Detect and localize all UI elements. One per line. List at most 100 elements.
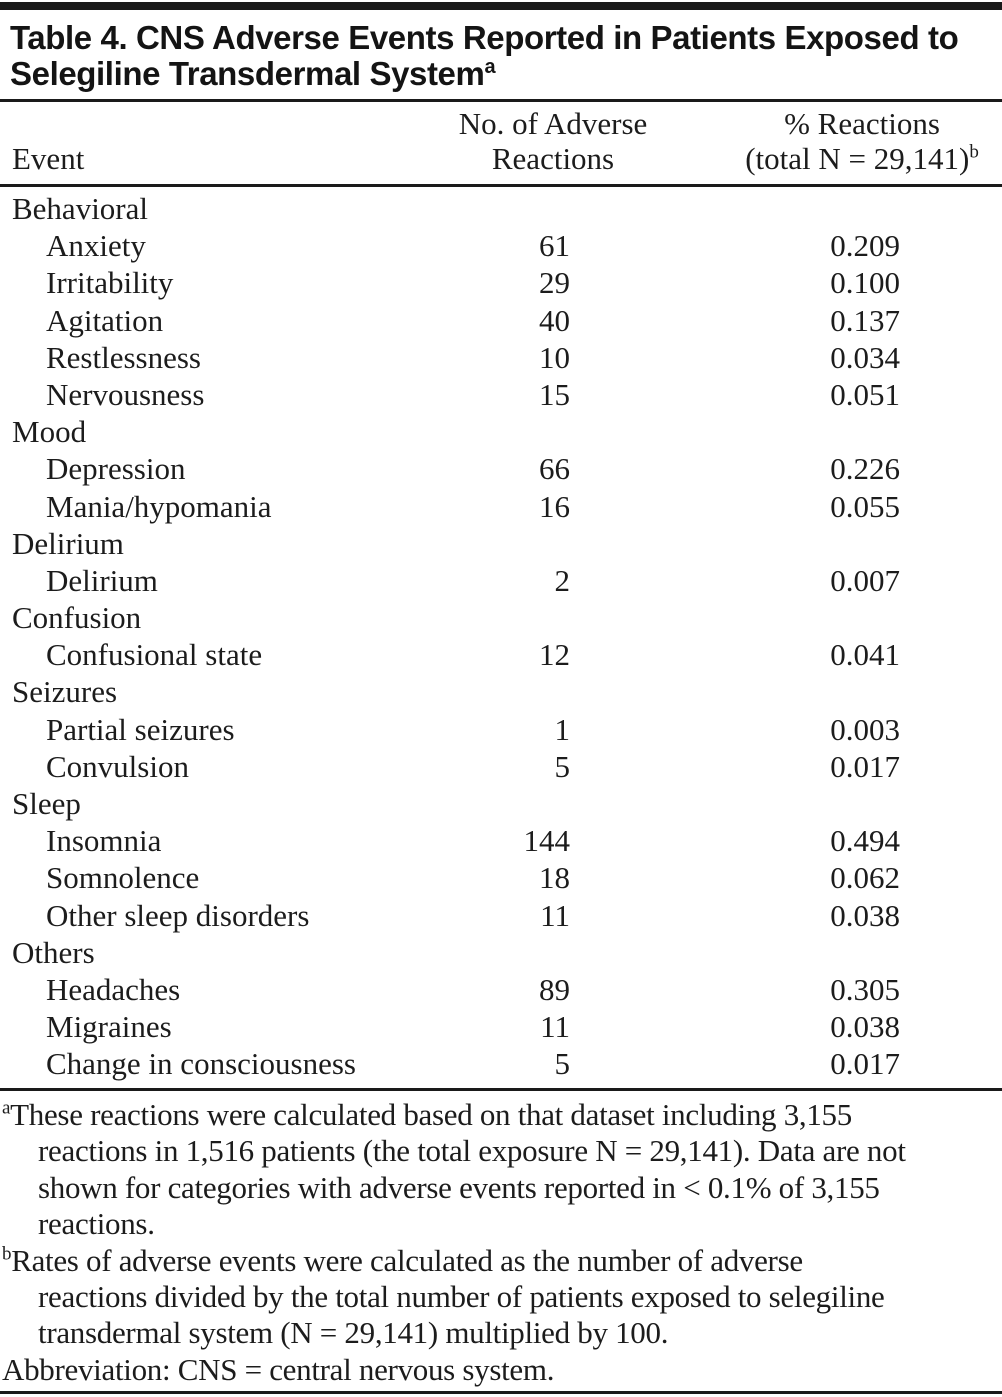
- footnote-marker: a: [2, 1097, 11, 1119]
- percent-cell: 0.038: [830, 897, 900, 933]
- footnote-ref-b: b: [969, 141, 979, 163]
- footnote-line: reactions.: [38, 1206, 155, 1242]
- category-label: Confusion: [12, 600, 142, 636]
- table-row: Anxiety 61 0.209: [0, 227, 1002, 264]
- count-cell: 2: [554, 562, 571, 598]
- count-cell: 40: [539, 302, 570, 338]
- table-row: Convulsion 5 0.017: [0, 748, 1002, 785]
- percent-cell: 0.494: [830, 823, 900, 859]
- column-header-num-line1: No. of Adverse: [458, 106, 648, 141]
- percent-cell: 0.051: [830, 376, 900, 412]
- category-row: Sleep: [0, 785, 1002, 822]
- table-row: Somnolence 18 0.062: [0, 859, 1002, 896]
- event-cell: Partial seizures: [46, 711, 235, 747]
- table-row: Confusional state 12 0.041: [0, 636, 1002, 673]
- table-row: Partial seizures 1 0.003: [0, 711, 1002, 748]
- category-label: Others: [12, 934, 95, 970]
- event-cell: Change in consciousness: [46, 1046, 356, 1082]
- event-cell: Confusional state: [46, 637, 263, 673]
- count-cell: 89: [539, 971, 570, 1007]
- event-cell: Anxiety: [46, 228, 146, 264]
- event-cell: Restlessness: [46, 339, 201, 375]
- column-header-pct-line1: % Reactions: [784, 106, 940, 141]
- percent-cell: 0.017: [830, 748, 900, 784]
- event-cell: Migraines: [46, 1009, 172, 1045]
- top-thick-rule: [0, 2, 1002, 10]
- table-title-line2: Selegiline Transdermal System: [10, 55, 485, 92]
- table-title: Table 4. CNS Adverse Events Reported in …: [10, 20, 998, 92]
- title-separator-rule: [0, 99, 1002, 102]
- table-row: Migraines 11 0.038: [0, 1008, 1002, 1045]
- table-row: Nervousness 15 0.051: [0, 376, 1002, 413]
- percent-cell: 0.055: [830, 488, 900, 524]
- percent-cell: 0.017: [830, 1046, 900, 1082]
- category-label: Seizures: [12, 674, 118, 710]
- footnote-line: shown for categories with adverse events…: [38, 1169, 880, 1205]
- category-label: Behavioral: [12, 191, 149, 226]
- percent-cell: 0.003: [830, 711, 900, 747]
- event-cell: Irritability: [46, 265, 174, 301]
- event-cell: Depression: [46, 451, 186, 487]
- table-header-row: Event No. of Adverse Reactions % Reactio…: [0, 106, 1002, 184]
- footnote-ref-a: a: [484, 56, 496, 78]
- count-cell: 144: [523, 823, 571, 859]
- percent-cell: 0.100: [830, 265, 900, 301]
- category-row: Mood: [0, 413, 1002, 450]
- category-row: Behavioral: [0, 190, 1002, 227]
- count-cell: 12: [539, 637, 570, 673]
- event-cell: Nervousness: [46, 376, 205, 412]
- percent-cell: 0.305: [830, 971, 900, 1007]
- category-label: Mood: [12, 414, 87, 450]
- percent-cell: 0.226: [830, 451, 900, 487]
- footnote-line: Abbreviation: CNS = central nervous syst…: [2, 1351, 555, 1387]
- percent-cell: 0.209: [830, 228, 900, 264]
- percent-cell: 0.062: [830, 860, 900, 896]
- count-cell: 11: [540, 1009, 570, 1045]
- event-cell: Headaches: [46, 971, 181, 1007]
- header-separator-rule: [0, 184, 1002, 187]
- percent-cell: 0.007: [830, 562, 900, 598]
- count-cell: 18: [539, 860, 570, 896]
- count-cell: 5: [554, 1046, 571, 1082]
- event-cell: Convulsion: [46, 748, 189, 784]
- event-cell: Insomnia: [46, 823, 162, 859]
- column-header-event: Event: [12, 141, 85, 176]
- count-cell: 10: [539, 339, 570, 375]
- table-title-line1: Table 4. CNS Adverse Events Reported in …: [10, 19, 959, 56]
- category-row: Confusion: [0, 599, 1002, 636]
- count-cell: 11: [540, 897, 570, 933]
- count-cell: 1: [554, 711, 571, 747]
- column-header-num-reactions: No. of Adverse Reactions: [430, 106, 676, 176]
- count-cell: 29: [539, 265, 570, 301]
- table-row: Agitation 40 0.137: [0, 302, 1002, 339]
- body-separator-rule: [0, 1088, 1002, 1091]
- count-cell: 16: [539, 488, 570, 524]
- footnote-line: transdermal system (N = 29,141) multipli…: [38, 1315, 669, 1351]
- category-row: Others: [0, 934, 1002, 971]
- event-cell: Mania/hypomania: [46, 488, 272, 524]
- footnote-marker: b: [2, 1243, 12, 1265]
- event-cell: Other sleep disorders: [46, 897, 310, 933]
- count-cell: 5: [554, 748, 571, 784]
- table-row: Irritability 29 0.100: [0, 264, 1002, 301]
- table-row: Mania/hypomania 16 0.055: [0, 488, 1002, 525]
- percent-cell: 0.137: [830, 302, 900, 338]
- table-row: Depression 66 0.226: [0, 450, 1002, 487]
- table-row: Headaches 89 0.305: [0, 971, 1002, 1008]
- category-label: Sleep: [12, 786, 81, 821]
- event-cell: Delirium: [46, 562, 158, 598]
- count-cell: 15: [539, 376, 570, 412]
- event-cell: Agitation: [46, 302, 164, 338]
- percent-cell: 0.038: [830, 1009, 900, 1045]
- table-body: Behavioral Anxiety 61 0.209 Irritability 29 0.…: [0, 190, 1002, 1083]
- table-row: Change in consciousness 5 0.017: [0, 1045, 1002, 1082]
- footnotes: aThese reactions were calculated based o…: [2, 1097, 1000, 1388]
- table-row: Other sleep disorders 11 0.038: [0, 897, 1002, 934]
- count-cell: 61: [539, 228, 570, 264]
- bottom-rule: [0, 1391, 1002, 1394]
- table-row: Delirium 2 0.007: [0, 562, 1002, 599]
- footnote-line: reactions divided by the total number of…: [38, 1279, 885, 1315]
- table-row: Restlessness 10 0.034: [0, 339, 1002, 376]
- category-label: Delirium: [12, 525, 124, 561]
- footnote-line: bRates of adverse events were calculated…: [2, 1242, 803, 1278]
